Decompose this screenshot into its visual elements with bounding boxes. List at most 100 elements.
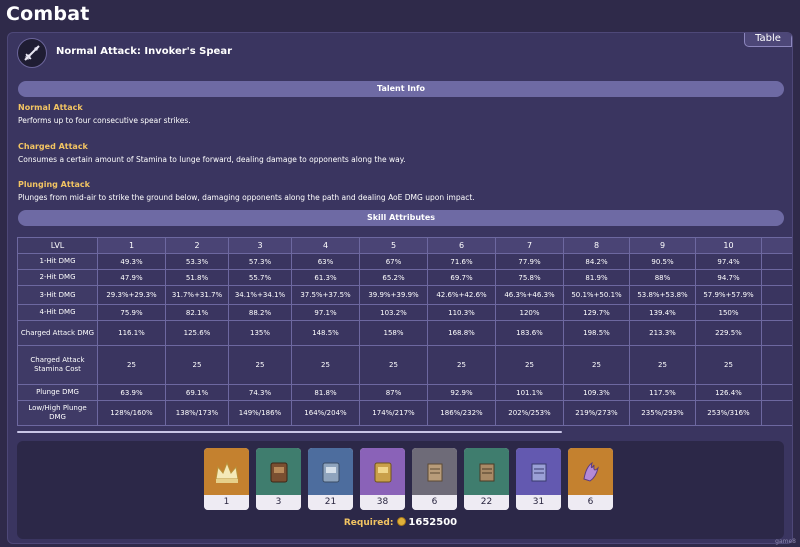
material-card[interactable]: 6 bbox=[412, 448, 457, 510]
table-cell: 183.6% bbox=[495, 320, 564, 346]
table-row: 1-Hit DMG 49.3% 53.3% 57.3% 63% 67% 71.6% 77.9%… bbox=[17, 253, 792, 270]
table-cell: 81.9% bbox=[563, 269, 630, 286]
table-cell: 101.1% bbox=[495, 384, 564, 401]
table-cell-overflow bbox=[761, 304, 792, 321]
table-cell-overflow bbox=[761, 253, 792, 270]
scroll-grey-icon bbox=[412, 448, 457, 495]
table-cell: 110.3% bbox=[427, 304, 496, 321]
table-header-row: LVL 1 2 3 4 5 6 7 8 9 10 bbox=[17, 237, 792, 254]
material-card[interactable]: 31 bbox=[516, 448, 561, 510]
table-row: 4-Hit DMG 75.9% 82.1% 88.2% 97.1% 103.2% 110.3… bbox=[17, 304, 792, 321]
row-label: 2-Hit DMG bbox=[17, 269, 98, 286]
table-cell: 25 bbox=[563, 345, 630, 385]
table-cell: 25 bbox=[695, 345, 762, 385]
talent-info-header: Talent Info bbox=[18, 81, 784, 97]
material-card[interactable]: 6 bbox=[568, 448, 613, 510]
row-label: 4-Hit DMG bbox=[17, 304, 98, 321]
table-cell: 29.3%+29.3% bbox=[97, 285, 166, 305]
table-scrollbar[interactable] bbox=[17, 431, 792, 433]
table-cell: 128%/160% bbox=[97, 400, 166, 426]
table-cell: 229.5% bbox=[695, 320, 762, 346]
lvl-header: LVL bbox=[17, 237, 98, 254]
table-cell: 75.8% bbox=[495, 269, 564, 286]
table-cell: 202%/253% bbox=[495, 400, 564, 426]
material-count: 31 bbox=[516, 495, 561, 510]
level-header: 7 bbox=[495, 237, 564, 254]
table-cell: 25 bbox=[228, 345, 292, 385]
table-cell: 82.1% bbox=[165, 304, 229, 321]
table-cell-overflow bbox=[761, 320, 792, 346]
scroll-green-icon bbox=[464, 448, 509, 495]
table-cell: 109.3% bbox=[563, 384, 630, 401]
table-cell: 186%/232% bbox=[427, 400, 496, 426]
material-card[interactable]: 3 bbox=[256, 448, 301, 510]
table-cell: 253%/316% bbox=[695, 400, 762, 426]
table-cell: 25 bbox=[495, 345, 564, 385]
table-cell: 37.5%+37.5% bbox=[291, 285, 360, 305]
material-card[interactable]: 38 bbox=[360, 448, 405, 510]
table-cell: 103.2% bbox=[359, 304, 428, 321]
table-cell: 94.7% bbox=[695, 269, 762, 286]
page-title: Combat bbox=[6, 3, 90, 25]
table-row: 3-Hit DMG 29.3%+29.3% 31.7%+31.7% 34.1%+34.… bbox=[17, 285, 792, 305]
table-cell: 57.3% bbox=[228, 253, 292, 270]
table-cell: 158% bbox=[359, 320, 428, 346]
table-cell: 55.7% bbox=[228, 269, 292, 286]
table-cell: 149%/186% bbox=[228, 400, 292, 426]
table-cell: 126.4% bbox=[695, 384, 762, 401]
row-label: 3-Hit DMG bbox=[17, 285, 98, 305]
material-card[interactable]: 1 bbox=[204, 448, 249, 510]
row-label: Charged Attack Stamina Cost bbox=[17, 345, 98, 385]
row-label: 1-Hit DMG bbox=[17, 253, 98, 270]
table-cell: 92.9% bbox=[427, 384, 496, 401]
material-card[interactable]: 22 bbox=[464, 448, 509, 510]
table-cell: 97.1% bbox=[291, 304, 360, 321]
table-row: Charged Attack DMG 116.1% 125.6% 135% 148.5%… bbox=[17, 320, 792, 346]
table-cell: 87% bbox=[359, 384, 428, 401]
book-brown-icon bbox=[256, 448, 301, 495]
table-cell: 117.5% bbox=[629, 384, 696, 401]
table-cell: 63% bbox=[291, 253, 360, 270]
materials-panel: 1 3 21 38 6 22 31 6 Required: 1652500 bbox=[17, 441, 784, 539]
skill-attributes-table-container[interactable]: LVL 1 2 3 4 5 6 7 8 9 10 1-Hit DMG 49.3% 5… bbox=[17, 237, 792, 433]
level-header: 1 bbox=[97, 237, 166, 254]
talent-title: Normal Attack: Invoker's Spear bbox=[56, 46, 232, 57]
table-cell: 42.6%+42.6% bbox=[427, 285, 496, 305]
level-header-overflow bbox=[761, 237, 792, 254]
table-cell: 97.4% bbox=[695, 253, 762, 270]
table-cell: 25 bbox=[291, 345, 360, 385]
level-header: 10 bbox=[695, 237, 762, 254]
table-cell: 219%/273% bbox=[563, 400, 630, 426]
book-blue-icon bbox=[308, 448, 353, 495]
table-cell: 25 bbox=[165, 345, 229, 385]
table-cell: 129.7% bbox=[563, 304, 630, 321]
table-scrollbar-thumb[interactable] bbox=[17, 431, 562, 433]
table-cell: 168.8% bbox=[427, 320, 496, 346]
table-cell: 25 bbox=[359, 345, 428, 385]
table-tab[interactable]: Table bbox=[744, 33, 792, 47]
table-cell: 57.9%+57.9% bbox=[695, 285, 762, 305]
level-header: 8 bbox=[563, 237, 630, 254]
table-cell: 81.8% bbox=[291, 384, 360, 401]
plunging-attack-desc: Plunges from mid-air to strike the groun… bbox=[18, 193, 475, 202]
table-row: Plunge DMG 63.9% 69.1% 74.3% 81.8% 87% 92.9% 10… bbox=[17, 384, 792, 401]
table-cell: 164%/204% bbox=[291, 400, 360, 426]
table-cell: 88.2% bbox=[228, 304, 292, 321]
level-header: 5 bbox=[359, 237, 428, 254]
material-card[interactable]: 21 bbox=[308, 448, 353, 510]
table-cell: 116.1% bbox=[97, 320, 166, 346]
table-cell: 53.3% bbox=[165, 253, 229, 270]
table-cell: 49.3% bbox=[97, 253, 166, 270]
table-cell: 69.7% bbox=[427, 269, 496, 286]
material-count: 38 bbox=[360, 495, 405, 510]
level-header: 4 bbox=[291, 237, 360, 254]
table-cell: 88% bbox=[629, 269, 696, 286]
skill-attributes-table: LVL 1 2 3 4 5 6 7 8 9 10 1-Hit DMG 49.3% 5… bbox=[17, 237, 792, 426]
table-cell: 150% bbox=[695, 304, 762, 321]
table-cell: 67% bbox=[359, 253, 428, 270]
material-count: 3 bbox=[256, 495, 301, 510]
crown-icon bbox=[204, 448, 249, 495]
table-cell: 69.1% bbox=[165, 384, 229, 401]
table-cell: 46.3%+46.3% bbox=[495, 285, 564, 305]
material-count: 1 bbox=[204, 495, 249, 510]
